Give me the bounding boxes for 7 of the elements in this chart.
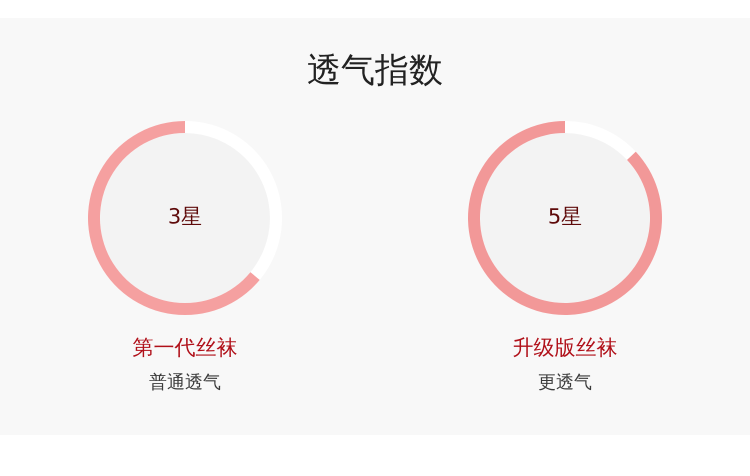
annotation: 3星 <box>168 204 202 229</box>
title: 第一代丝袜 <box>132 336 238 360</box>
subtitle: 更透气 <box>538 372 592 393</box>
title: 升级版丝袜 <box>512 336 618 360</box>
title: 透气指数 <box>307 50 443 90</box>
subtitle: 普通透气 <box>149 372 221 393</box>
annotation: 5星 <box>548 204 582 229</box>
